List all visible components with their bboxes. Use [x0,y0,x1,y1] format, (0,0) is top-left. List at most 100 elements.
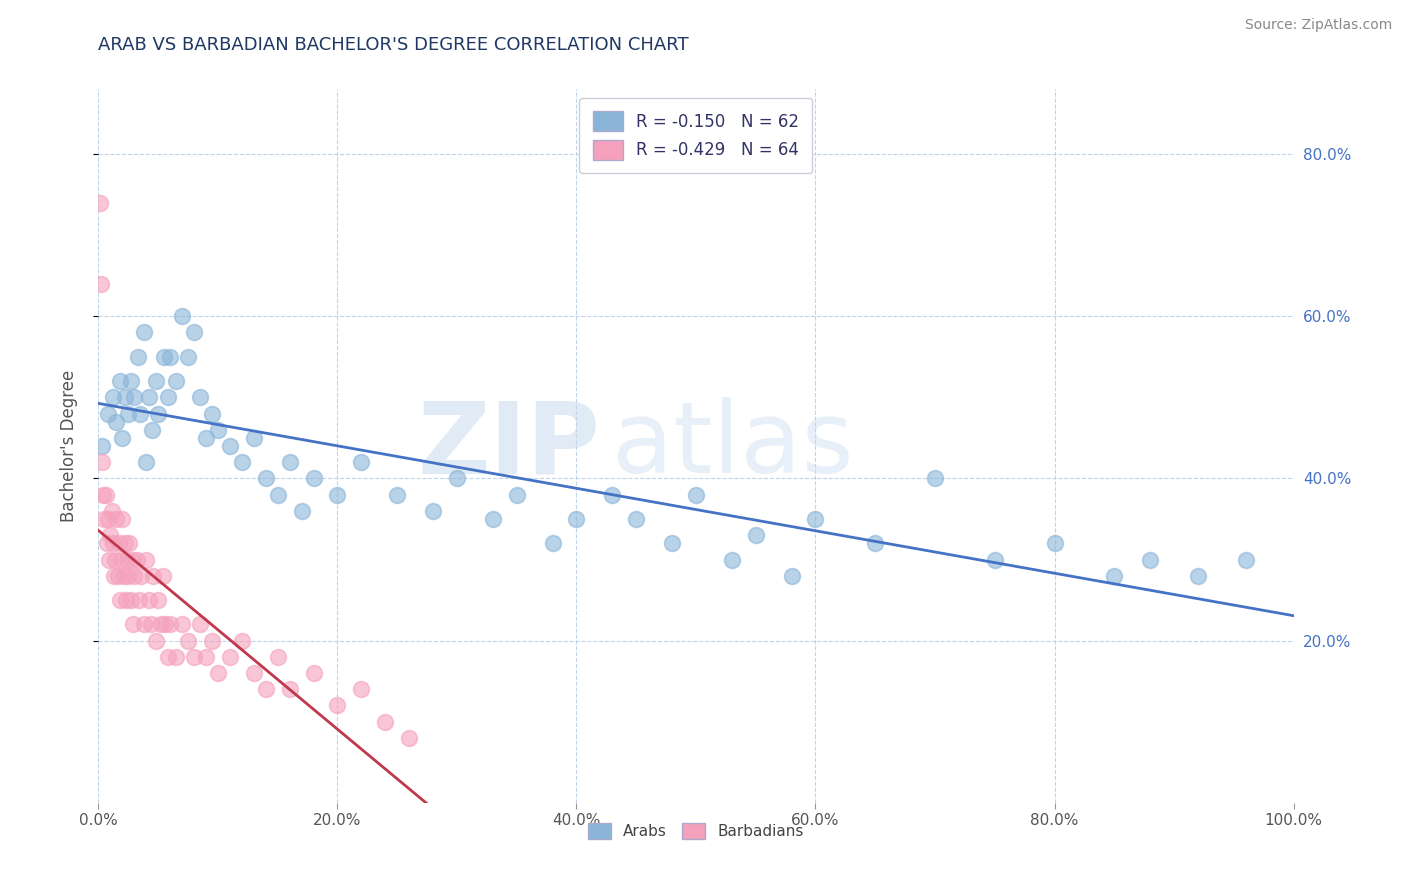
Point [481,512,505,526]
Point [254,471,277,485]
Point [219,649,242,664]
Point [117,568,139,582]
Point [302,666,325,681]
Point [231,633,253,648]
Point [243,666,266,681]
Point [302,471,325,485]
Y-axis label: Bachelor's Degree: Bachelor's Degree [59,370,77,522]
Point [1043,536,1066,550]
Point [1234,552,1257,566]
Point [278,455,301,469]
Point [780,568,803,582]
Point [103,568,125,582]
Point [101,536,124,550]
Point [128,593,150,607]
Point [107,536,129,550]
Point [125,552,148,566]
Point [127,350,149,364]
Point [114,536,136,550]
Point [97,512,120,526]
Point [124,390,146,404]
Point [91,455,114,469]
Point [111,431,134,445]
Point [138,593,160,607]
Point [626,512,648,526]
Point [105,415,128,429]
Point [1187,568,1209,582]
Point [110,552,132,566]
Point [207,423,229,437]
Point [254,682,277,697]
Point [138,390,160,404]
Point [201,407,224,421]
Point [108,593,131,607]
Point [93,512,115,526]
Point [278,682,301,697]
Point [177,350,200,364]
Point [124,568,146,582]
Point [91,439,114,453]
Text: ARAB VS BARBADIAN BACHELOR'S DEGREE CORRELATION CHART: ARAB VS BARBADIAN BACHELOR'S DEGREE CORR… [98,36,689,54]
Point [118,536,141,550]
Point [115,593,138,607]
Point [104,552,127,566]
Point [120,374,142,388]
Point [135,552,157,566]
Point [602,488,624,502]
Point [243,431,266,445]
Point [148,407,170,421]
Point [188,390,211,404]
Point [156,390,179,404]
Point [207,666,229,681]
Point [183,649,205,664]
Point [90,277,112,291]
Point [745,528,768,542]
Point [152,568,174,582]
Point [131,568,153,582]
Point [156,649,179,664]
Point [804,512,827,526]
Point [111,512,134,526]
Point [374,714,396,729]
Point [98,552,121,566]
Point [984,552,1007,566]
Point [326,488,349,502]
Point [159,350,181,364]
Point [541,536,564,550]
Point [100,504,122,518]
Point [139,617,162,632]
Point [183,326,205,340]
Point [115,552,138,566]
Point [135,455,157,469]
Point [165,374,187,388]
Point [122,617,145,632]
Text: atlas: atlas [613,398,853,494]
Point [446,471,468,485]
Point [721,552,744,566]
Point [1104,568,1126,582]
Point [195,431,218,445]
Point [291,504,314,518]
Point [661,536,683,550]
Point [145,374,167,388]
Text: ZIP: ZIP [418,398,600,494]
Point [195,649,218,664]
Point [145,633,167,648]
Point [159,617,181,632]
Point [188,617,211,632]
Point [155,617,177,632]
Point [101,390,124,404]
Point [91,488,114,502]
Point [924,471,946,485]
Point [96,536,118,550]
Legend: Arabs, Barbadians: Arabs, Barbadians [582,817,810,845]
Point [114,390,136,404]
Point [153,350,176,364]
Point [108,374,131,388]
Point [398,731,420,745]
Point [172,310,194,324]
Point [1139,552,1161,566]
Point [172,617,194,632]
Point [149,617,172,632]
Point [117,407,139,421]
